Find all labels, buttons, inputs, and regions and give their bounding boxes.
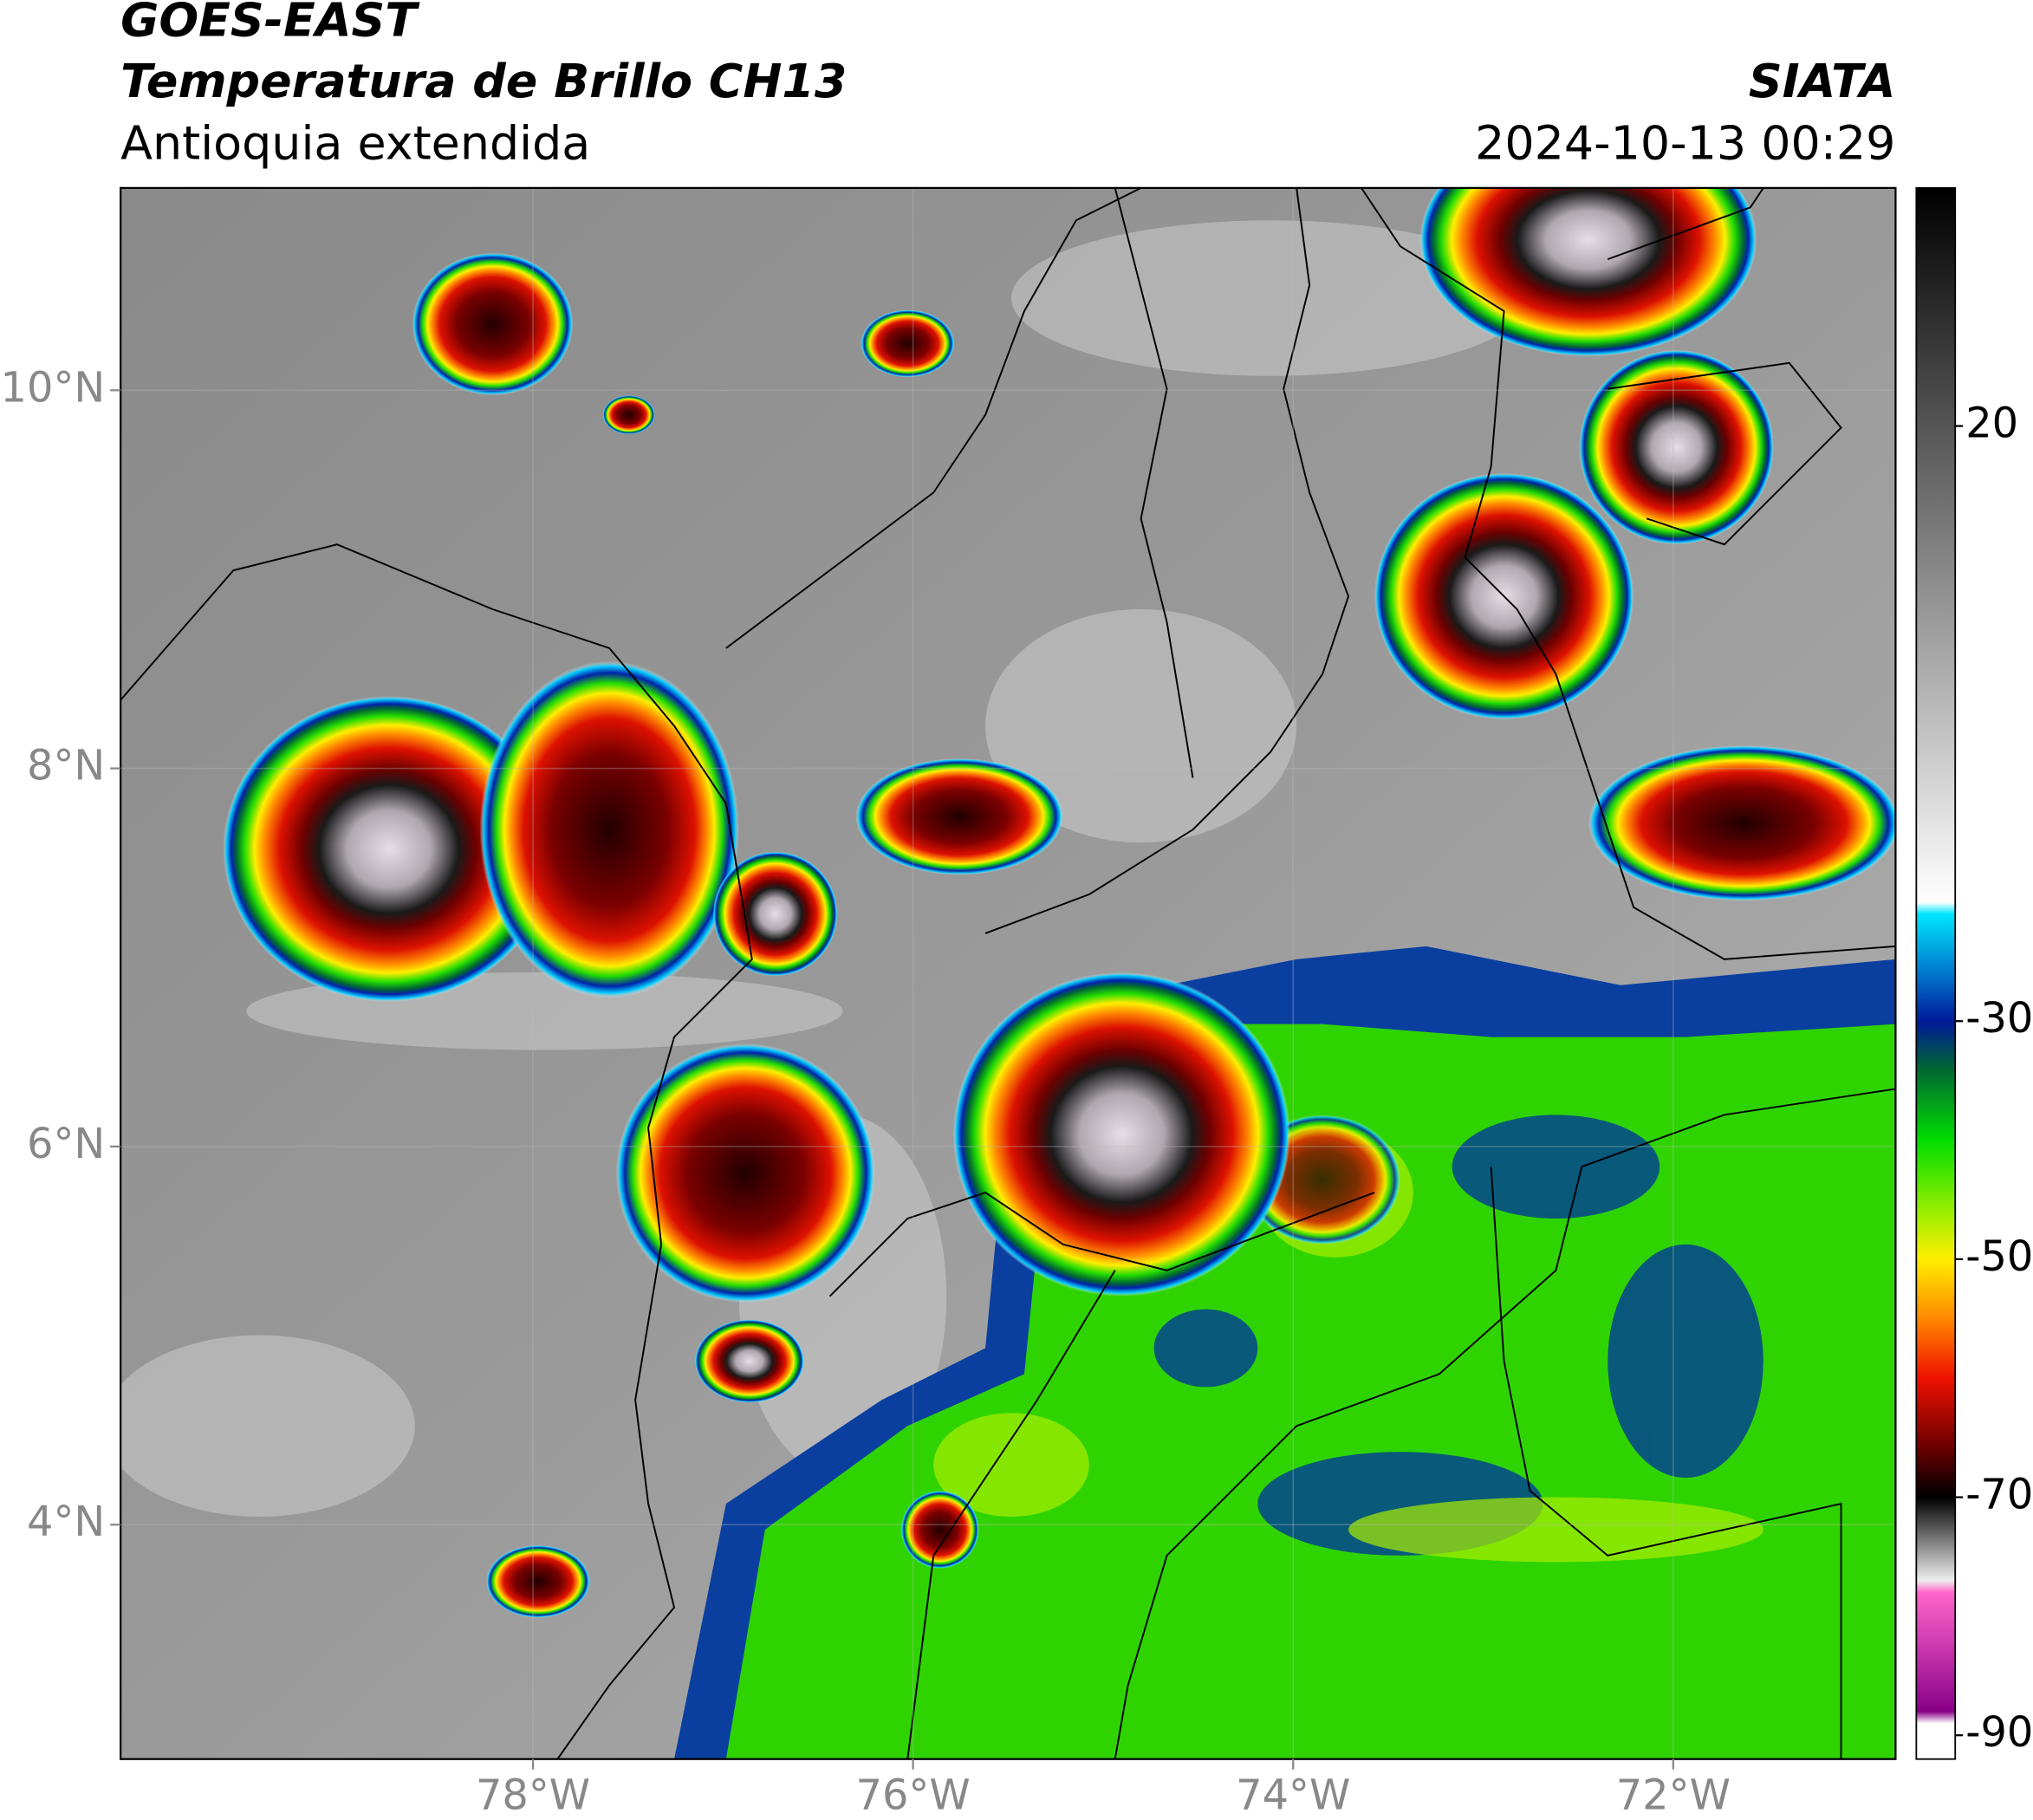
satellite-image <box>120 187 1896 1759</box>
x-tick-label: 72°W <box>1616 1772 1731 1820</box>
y-tick-label: 10°N <box>1 364 106 412</box>
y-tick-label: 6°N <box>27 1121 105 1168</box>
colorbar-tick-label: 20 <box>1965 400 2018 448</box>
colorbar-tick-label: -50 <box>1965 1233 2033 1281</box>
colorbar <box>1915 186 1957 1760</box>
map-frame <box>120 186 1897 1760</box>
grid <box>120 187 1896 1759</box>
x-tick-label: 78°W <box>476 1772 590 1820</box>
colorbar-tick-label: -30 <box>1965 995 2033 1043</box>
x-tick-label: 76°W <box>856 1772 971 1820</box>
datetime: 2024-10-13 00:29 <box>1475 116 1895 171</box>
y-tick-label: 8°N <box>27 743 105 790</box>
y-tick-label: 4°N <box>27 1498 105 1546</box>
region: Antioquia extendida <box>120 116 590 171</box>
source: SIATA <box>1749 54 1896 108</box>
x-tick-label: 74°W <box>1236 1772 1350 1820</box>
colorbar-tick-label: -70 <box>1965 1472 2033 1519</box>
satellite: GOES-EAST <box>120 0 420 48</box>
colorbar-tick-label: -90 <box>1965 1709 2033 1757</box>
product: Temperatura de Brillo CH13 <box>120 54 847 108</box>
